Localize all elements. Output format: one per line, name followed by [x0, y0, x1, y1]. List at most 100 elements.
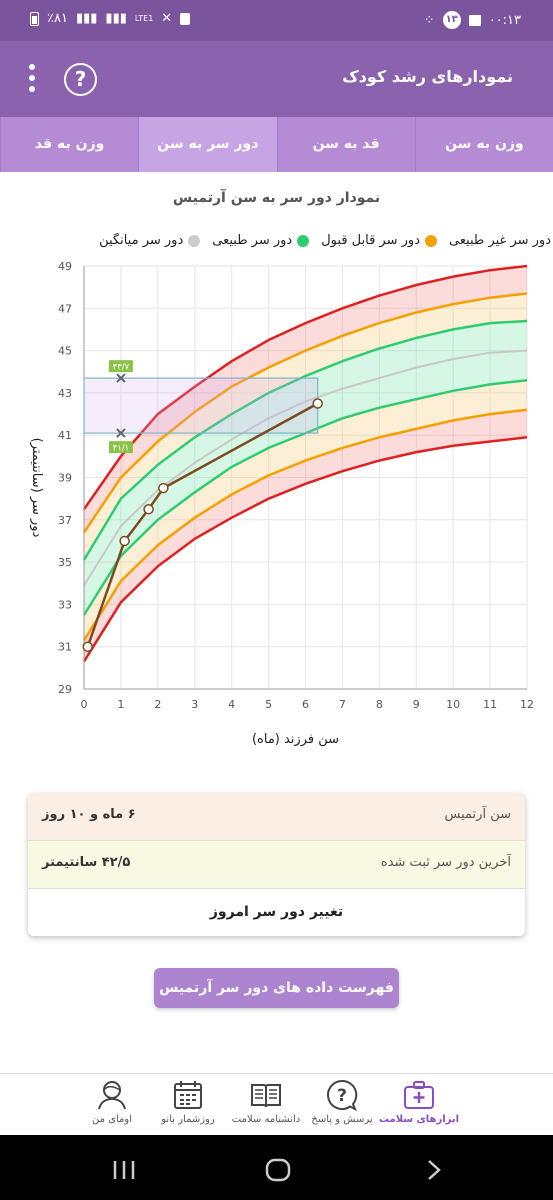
recents-icon[interactable]: [112, 1159, 136, 1181]
chart-title: نمودار دور سر به سن آرتمیس: [172, 190, 381, 206]
x-tick-label: 0: [81, 698, 88, 711]
series-line-3: [83, 349, 528, 586]
nav-profile[interactable]: اومای من: [57, 1078, 167, 1125]
x-tick-label: 12: [520, 698, 534, 711]
legend-item-average[interactable]: دور سر میانگین: [99, 233, 201, 248]
legend-label-normal: دور سر طبیعی: [212, 233, 293, 248]
chart-legend: دور سر غیر طبیعی دور سر قابل قبول دور سر…: [0, 233, 553, 253]
y-tick-label: 35: [58, 556, 72, 569]
y-tick-label: 33: [58, 598, 72, 611]
child-data-point: [82, 641, 93, 652]
last-record-value: ۴۲/۵ سانتیمتر: [42, 855, 131, 870]
y-tick-label: 43: [58, 387, 72, 400]
series-line-6: [82, 264, 528, 510]
tab-weight-height[interactable]: وزن به قد: [0, 117, 138, 172]
info-card: سن آرتمیس ۶ ماه و ۱۰ روز آخرین دور سر ثب…: [28, 793, 525, 936]
y-axis-title: دور سر (سانتیمتر): [29, 438, 44, 538]
tab-weight-age[interactable]: وزن به سن: [414, 117, 553, 172]
child-data-point: [119, 535, 130, 547]
legend-dot-average: [188, 234, 201, 247]
child-data-point: [312, 398, 323, 409]
y-tick-label: 49: [58, 260, 72, 273]
series-line-4: [82, 319, 528, 561]
selection-badge-low: [108, 441, 133, 454]
y-tick-label: 39: [58, 472, 72, 485]
head-circumference-chart[interactable]: 0 1 2 3 4 5 6 7 8 9 10 11 122931333537394143454749سن…: [0, 255, 553, 755]
age-value: ۶ ماه و ۱۰ روز: [42, 807, 136, 822]
nav-label-encyclopedia: دانشنامه سلامت: [231, 1114, 301, 1125]
data-list-button[interactable]: فهرست داده های دور سر آرتمیس: [154, 968, 399, 1008]
x-tick-label: 10: [446, 698, 460, 711]
x-tick-label: 1: [117, 698, 124, 711]
nav-encyclopedia[interactable]: دانشنامه سلامت: [211, 1078, 321, 1125]
y-tick-label: 47: [58, 302, 72, 315]
selection-label-high: ۴۳/۷: [113, 363, 130, 373]
legend-item-normal[interactable]: دور سر طبیعی: [212, 233, 310, 248]
y-tick-label: 29: [58, 683, 72, 696]
signal-icon-2: ▮▮▮: [105, 11, 127, 26]
nav-qa[interactable]: ? پرسش و پاسخ: [287, 1078, 397, 1125]
selection-label-low: ۴۱/۱: [113, 444, 130, 454]
selection-rect: [83, 377, 319, 434]
book-icon: [251, 1084, 281, 1108]
legend-label-abnormal: دور سر غیر طبیعی: [448, 233, 551, 248]
page-title: نمودارهای رشد کودک: [342, 67, 513, 86]
system-nav-bar: [0, 1135, 553, 1200]
legend-label-acceptable: دور سر قابل قبول: [321, 233, 420, 248]
percentile-band: [84, 320, 527, 586]
signal-icon: ▮▮▮: [75, 11, 98, 26]
network-label: LTE1: [134, 14, 154, 23]
tab-height-age[interactable]: قد به سن: [276, 117, 415, 172]
status-bar: ٪۸۱ ▮▮▮ ▮▮▮ LTE1 ✕ ⁘ ۱۳ ۰۰:۱۳: [0, 0, 553, 41]
nav-label-health-tools: ابزارهای سلامت: [378, 1114, 460, 1125]
selection-badge-high: [108, 360, 133, 373]
x-tick-label: 2: [154, 698, 161, 711]
x-tick-label: 7: [339, 698, 346, 711]
x-tick-label: 11: [483, 698, 497, 711]
help-circle-icon[interactable]: ?: [64, 63, 97, 96]
series-line-5: [82, 292, 528, 534]
calendar-icon: [174, 1081, 202, 1109]
profile-icon: [98, 1081, 126, 1110]
legend-item-acceptable[interactable]: دور سر قابل قبول: [321, 233, 437, 248]
change-today-row[interactable]: تغییر دور سر امروز: [28, 888, 525, 936]
x-tick-label: 3: [191, 698, 198, 711]
change-today-button[interactable]: تغییر دور سر امروز: [209, 904, 344, 920]
question-bubble-icon: ?: [327, 1079, 358, 1112]
x-tick-label: 4: [228, 698, 235, 711]
back-icon[interactable]: [424, 1159, 444, 1181]
medical-kit-icon: [404, 1081, 434, 1109]
x-tick-label: 9: [413, 698, 420, 711]
legend-dot-normal: [297, 234, 310, 247]
app-bar: ? نمودارهای رشد کودک: [0, 41, 553, 117]
status-left-icons: ٪۸۱ ▮▮▮ ▮▮▮ LTE1 ✕: [30, 11, 191, 26]
home-icon[interactable]: [264, 1157, 292, 1183]
nav-calendar[interactable]: روزشمار بانو: [133, 1078, 243, 1125]
series-line-1: [82, 408, 528, 642]
selection-marker-low: [116, 428, 126, 438]
y-tick-label: 31: [58, 641, 72, 654]
age-row: سن آرتمیس ۶ ماه و ۱۰ روز: [28, 793, 525, 841]
series-line-0: [82, 436, 528, 663]
lock-icon: [180, 12, 191, 25]
y-tick-label: 45: [58, 345, 72, 358]
apps-icon: ⁘: [423, 12, 435, 28]
x-tick-label: 8: [376, 698, 383, 711]
tab-head-age[interactable]: دور سر به سن: [138, 117, 277, 172]
more-vert-icon[interactable]: [22, 61, 42, 97]
selection-marker-high: [116, 373, 126, 383]
percentile-band: [84, 293, 527, 560]
nav-health-tools[interactable]: ابزارهای سلامت: [364, 1078, 474, 1125]
nav-label-profile: اومای من: [92, 1114, 132, 1125]
svg-text:?: ?: [337, 1086, 347, 1106]
y-tick-label: 37: [58, 514, 72, 527]
status-time: ۰۰:۱۳: [488, 12, 521, 28]
legend-item-abnormal[interactable]: دور سر غیر طبیعی: [449, 233, 553, 248]
x-tick-label: 6: [302, 698, 309, 711]
notification-count-badge: ۱۳: [442, 11, 461, 29]
bottom-nav: ابزارهای سلامت ? پرسش و پاسخ دانشنامه سل…: [0, 1073, 553, 1135]
status-right-icons: ⁘ ۱۳ ۰۰:۱۳: [424, 11, 521, 29]
x-axis-title: سن فرزند (ماه): [252, 732, 339, 747]
last-record-label: آخرین دور سر ثبت شده: [380, 855, 511, 870]
battery-icon: [30, 11, 39, 26]
